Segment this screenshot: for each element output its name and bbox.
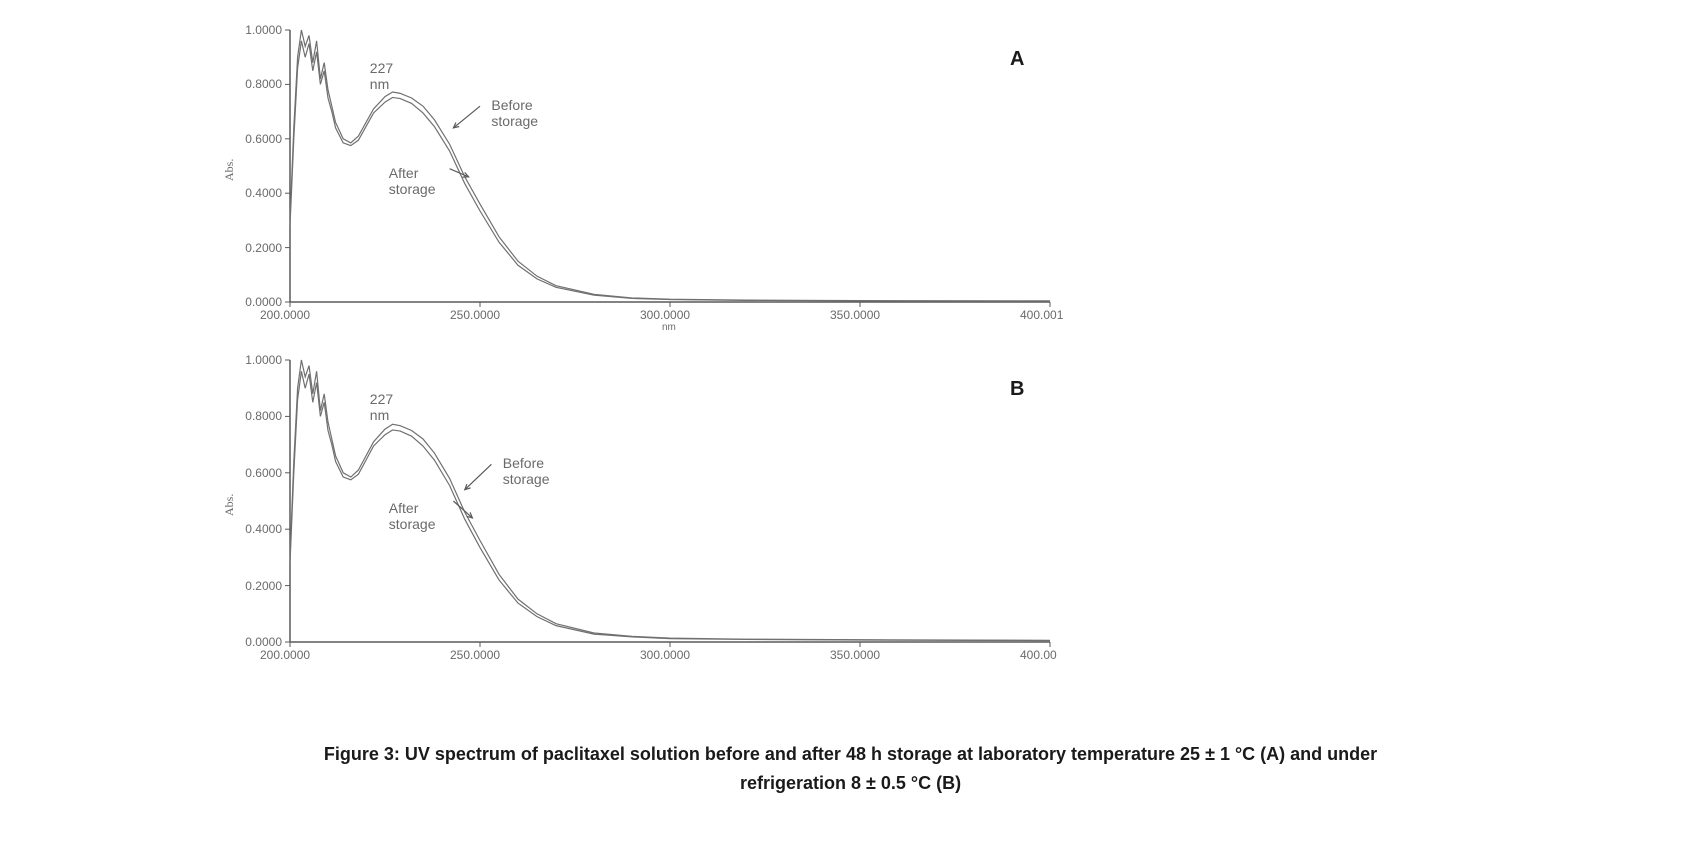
x-axis-unit: nm [662,322,676,333]
x-tick-label: 200.0000 [260,308,310,322]
x-tick-label: 250.0000 [450,648,500,662]
annotation-after-storage: Afterstorage [389,501,436,532]
y-tick-label: 0.6000 [245,132,282,146]
annotation-after-storage: Afterstorage [389,166,436,197]
x-tick-label: 350.0000 [830,308,880,322]
panel-letter-b: B [1010,378,1024,401]
x-tick-label: 250.0000 [450,308,500,322]
x-tick-label: 200.0000 [260,648,310,662]
annotation-arrow-before-storage [453,106,480,128]
annotation-before-storage: Beforestorage [503,456,550,487]
y-tick-label: 0.8000 [245,77,282,91]
y-tick-label: 0.6000 [245,466,282,480]
x-tick-label: 300.0000 [640,308,690,322]
y-tick-label: 0.2000 [245,241,282,255]
annotation-before-storage: Beforestorage [491,98,538,129]
y-tick-label: 0.4000 [245,522,282,536]
peak-label-a: 227 nm [370,60,393,92]
y-tick-label: 1.0000 [245,353,282,367]
x-tick-label: 400.00 [1020,648,1057,662]
y-tick-label: 0.4000 [245,186,282,200]
annotation-arrow-before-storage [465,464,492,489]
y-axis-label-b: Abs. [222,494,237,516]
y-tick-label: 0.8000 [245,409,282,423]
x-tick-label: 400.001 [1020,308,1063,322]
panel-letter-a: A [1010,48,1024,71]
caption-line-1: Figure 3: UV spectrum of paclitaxel solu… [324,744,1377,764]
y-axis-label-a: Abs. [222,159,237,181]
caption-line-2: refrigeration 8 ± 0.5 °C (B) [740,773,961,793]
y-tick-label: 0.0000 [245,635,282,649]
y-tick-label: 1.0000 [245,23,282,37]
figure-caption: Figure 3: UV spectrum of paclitaxel solu… [0,740,1701,798]
x-tick-label: 300.0000 [640,648,690,662]
y-tick-label: 0.0000 [245,295,282,309]
peak-label-b: 227 nm [370,391,393,423]
y-tick-label: 0.2000 [245,579,282,593]
x-tick-label: 350.0000 [830,648,880,662]
